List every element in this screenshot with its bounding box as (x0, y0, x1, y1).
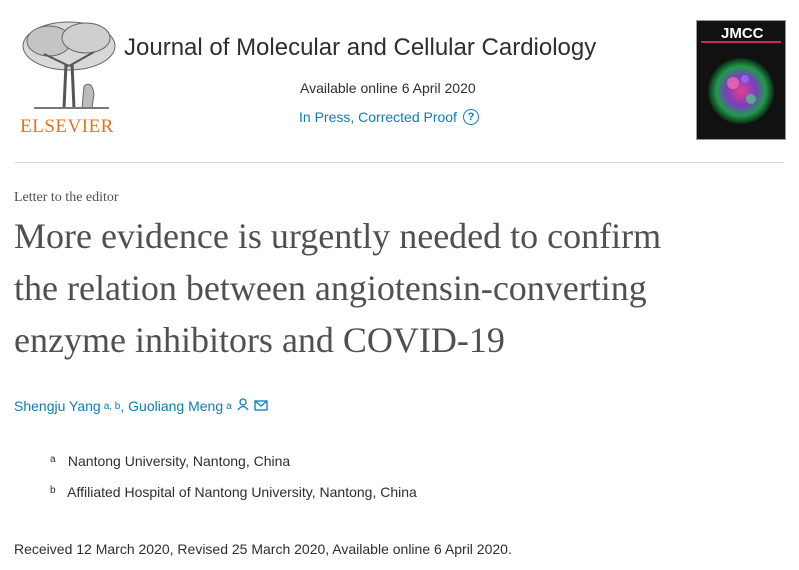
article-title-line: enzyme inhibitors and COVID-19 (14, 320, 505, 360)
affiliation-mark: b (50, 485, 56, 496)
author-list: Shengju Yang a, b , Guoliang Meng a (14, 398, 268, 414)
envelope-icon[interactable] (254, 398, 268, 414)
help-circle-icon[interactable]: ? (462, 109, 479, 125)
status-label[interactable]: In Press, Corrected Proof (299, 109, 457, 125)
header-divider (14, 162, 784, 163)
affiliation-item: b Affiliated Hospital of Nantong Univers… (50, 484, 417, 500)
author-name[interactable]: Guoliang Meng (128, 398, 224, 414)
article-title-line: More evidence is urgently needed to conf… (14, 216, 662, 256)
affiliation-text: Nantong University, Nantong, China (67, 453, 291, 469)
journal-title[interactable]: Journal of Molecular and Cellular Cardio… (124, 34, 597, 61)
article-type: Letter to the editor (14, 190, 119, 205)
affiliation-mark: a (50, 454, 56, 465)
affiliation-text: Affiliated Hospital of Nantong Universit… (67, 484, 417, 500)
person-icon[interactable] (237, 398, 249, 414)
author-affiliation-marker[interactable]: a, b (103, 400, 121, 412)
author-name[interactable]: Shengju Yang (14, 398, 101, 414)
article-history: Received 12 March 2020, Revised 25 March… (14, 541, 512, 557)
available-online-date: Available online 6 April 2020 (300, 80, 476, 96)
author-affiliation-marker[interactable]: a (226, 400, 232, 412)
article-title: More evidence is urgently needed to conf… (14, 210, 794, 366)
affiliation-item: a Nantong University, Nantong, China (50, 453, 290, 469)
cover-journal-abbrev: JMCC (721, 25, 764, 42)
author-separator: , (120, 398, 129, 414)
journal-cover-image[interactable]: JMCC (696, 20, 786, 140)
article-title-line: the relation between angiotensin-convert… (14, 268, 647, 308)
article-status[interactable]: In Press, Corrected Proof ? (299, 109, 479, 125)
elsevier-tree-logo[interactable] (14, 16, 124, 144)
publisher-wordmark: ELSEVIER (20, 116, 114, 137)
